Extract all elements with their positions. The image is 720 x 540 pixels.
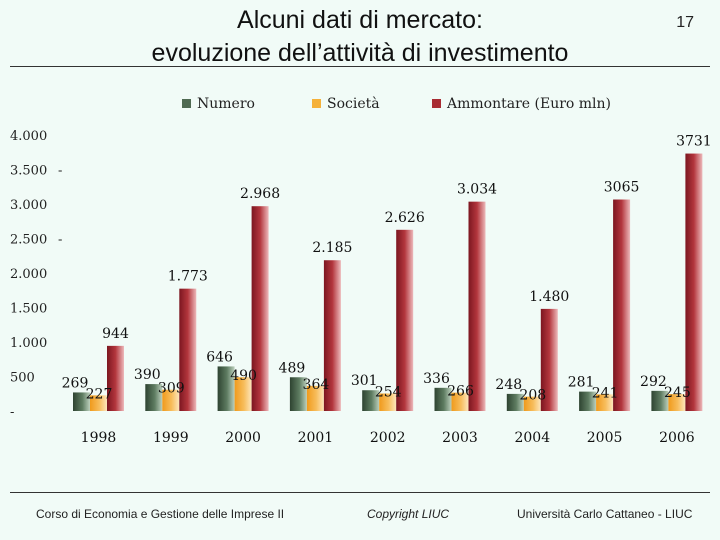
x-tick-label-1998: 1998: [81, 430, 117, 446]
bar-numero-2006: [651, 390, 669, 411]
data-label-numero-1999: 390: [134, 367, 161, 383]
legend-swatch-2: [432, 99, 441, 108]
y-tick-label-3: 1.500: [10, 302, 47, 317]
x-tick-label-1999: 1999: [153, 430, 189, 446]
legend-label-2: Ammontare (Euro mln): [446, 96, 611, 112]
bar-società-1998: [90, 395, 107, 411]
data-label-numero-2006: 292: [640, 374, 667, 390]
data-label-numero-2000: 646: [206, 349, 233, 365]
bar-ammontare-2006: [685, 153, 703, 411]
bars-group: [73, 153, 703, 411]
y-tick-mark-0: -: [58, 164, 62, 179]
y-tick-mark-1: -: [58, 233, 62, 248]
x-tick-label-2004: 2004: [514, 430, 550, 446]
bar-numero-2005: [579, 391, 597, 411]
data-label-società-2004: 208: [519, 388, 546, 404]
legend-label-1: Società: [327, 95, 380, 112]
data-label-società-2001: 364: [303, 377, 330, 393]
bar-ammontare-2004: [540, 308, 558, 411]
legend-label-0: Numero: [197, 96, 255, 112]
x-tick-label-2000: 2000: [225, 430, 261, 446]
bar-ammontare-2003: [468, 201, 486, 411]
bar-società-2006: [668, 394, 686, 411]
bar-ammontare-2000: [251, 206, 269, 411]
bar-società-2005: [596, 394, 614, 411]
footer-copyright: Copyright LIUC: [367, 507, 450, 521]
x-tick-label-2002: 2002: [370, 430, 406, 446]
data-label-numero-2004: 248: [495, 377, 522, 393]
footer-divider: [10, 492, 710, 493]
bar-numero-2000: [217, 366, 235, 411]
legend-swatch-0: [182, 99, 191, 108]
slide-title: Alcuni dati di mercato: evoluzione dell’…: [60, 4, 660, 70]
title-line-2: evoluzione dell’attività di investimento: [151, 39, 569, 67]
title-line-1: Alcuni dati di mercato:: [237, 6, 483, 34]
data-label-ammontare-1998: 944: [102, 326, 129, 342]
data-label-società-2000: 490: [230, 368, 257, 384]
bar-numero-2001: [289, 377, 307, 411]
data-label-numero-2001: 489: [279, 360, 306, 376]
data-label-ammontare-2002: 2.626: [385, 210, 425, 226]
x-tick-label-2003: 2003: [442, 430, 478, 446]
footer-university: Università Carlo Cattaneo - LIUC: [517, 507, 693, 521]
y-axis: - 500 1.000 1.500 2.000 2.500 3.000 3.500 4.000 -…: [10, 129, 62, 420]
bar-ammontare-1999: [179, 288, 197, 411]
data-label-società-2002: 254: [375, 384, 402, 400]
data-label-numero-2002: 301: [351, 373, 378, 389]
bar-numero-2002: [362, 390, 380, 411]
y-tick-label-4: 2.000: [10, 267, 47, 282]
bar-ammontare-1998: [107, 345, 124, 411]
y-tick-label-7: 3.500: [10, 164, 47, 179]
title-divider: [10, 66, 710, 67]
data-label-ammontare-1999: 1.773: [168, 269, 208, 285]
page-number: 17: [676, 14, 694, 31]
data-label-ammontare-2006: 3731: [676, 134, 712, 150]
bar-numero-1999: [145, 384, 163, 411]
data-label-ammontare-2003: 3.034: [457, 182, 497, 198]
data-label-società-1998: 227: [86, 386, 113, 402]
x-tick-label-2006: 2006: [659, 430, 695, 446]
y-tick-label-0: -: [10, 405, 14, 420]
x-axis: 1998 1999 2000 2001 2002 2003 2004 2005 2006: [81, 430, 695, 446]
bar-società-2003: [451, 392, 469, 411]
data-label-ammontare-2005: 3065: [604, 180, 640, 196]
bar-società-1999: [162, 389, 180, 411]
bar-società-2004: [523, 396, 541, 411]
x-tick-label-2005: 2005: [587, 430, 623, 446]
bar-società-2002: [379, 393, 397, 411]
data-label-società-2003: 266: [447, 384, 474, 400]
data-label-società-2006: 245: [664, 385, 691, 401]
x-tick-label-2001: 2001: [298, 430, 334, 446]
data-label-società-2005: 241: [592, 385, 619, 401]
bar-numero-2003: [434, 387, 452, 411]
y-tick-label-5: 2.500: [10, 233, 47, 248]
bar-ammontare-2005: [613, 199, 631, 411]
y-tick-label-6: 3.000: [10, 198, 47, 213]
bar-ammontare-2002: [396, 229, 414, 411]
data-label-ammontare-2000: 2.968: [240, 186, 280, 202]
bar-società-2001: [306, 385, 324, 411]
y-tick-label-8: 4.000: [10, 129, 47, 144]
data-label-numero-2005: 281: [568, 375, 595, 391]
data-label-numero-1998: 269: [62, 375, 89, 391]
bar-ammontare-2001: [323, 260, 341, 411]
data-label-numero-2003: 336: [423, 371, 450, 387]
data-label-società-1999: 309: [158, 381, 185, 397]
data-label-ammontare-2001: 2.185: [312, 240, 352, 256]
bar-società-2000: [234, 377, 252, 411]
chart-legend: Numero Società Ammontare (Euro mln): [182, 95, 611, 112]
y-tick-label-1: 500: [10, 371, 35, 386]
footer-course: Corso di Economia e Gestione delle Impre…: [36, 507, 285, 521]
legend-swatch-1: [312, 99, 321, 108]
y-tick-label-2: 1.000: [10, 336, 47, 351]
bar-numero-1998: [73, 392, 90, 411]
bar-numero-2004: [506, 393, 524, 411]
data-label-ammontare-2004: 1.480: [529, 289, 569, 305]
